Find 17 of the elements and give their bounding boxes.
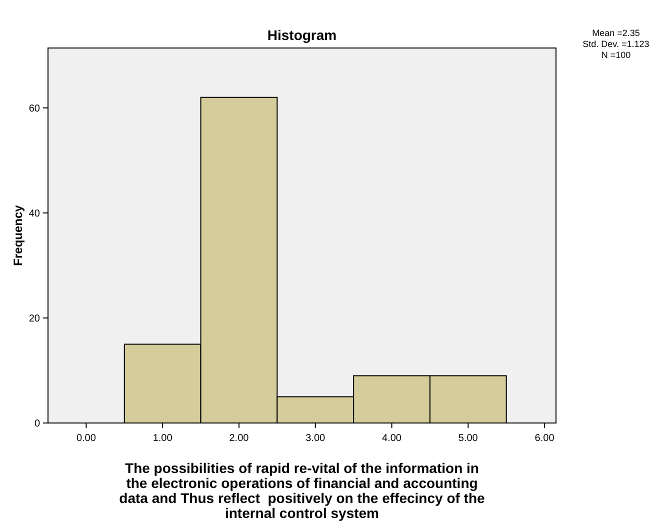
x-tick-label: 2.00 <box>229 433 250 444</box>
text: N =100 <box>601 50 631 60</box>
y-axis-title: Frequency <box>11 204 25 266</box>
y-tick-label: 20 <box>28 313 40 324</box>
y-tick-label: 60 <box>28 103 40 114</box>
x-tick-label: 0.00 <box>76 433 96 444</box>
y-tick-label: 40 <box>28 208 40 220</box>
x-tick-label: 3.00 <box>306 433 326 444</box>
text: Mean =2.35 <box>592 28 640 38</box>
x-tick-label: 5.00 <box>458 433 478 444</box>
y-tick-label: 0 <box>34 418 40 430</box>
x-tick-label: 4.00 <box>382 433 402 444</box>
x-tick-label: 6.00 <box>534 433 555 444</box>
chart-title: Histogram <box>267 27 337 43</box>
text: Std. Dev. =1.123 <box>582 39 650 49</box>
x-tick-label: 1.00 <box>152 433 173 444</box>
x-axis-title: The possibilities of rapid re-vital of the information in the electronic operations of financial and accounting data and Thus reflect positively on the effecincy of the internal control system <box>119 460 486 521</box>
